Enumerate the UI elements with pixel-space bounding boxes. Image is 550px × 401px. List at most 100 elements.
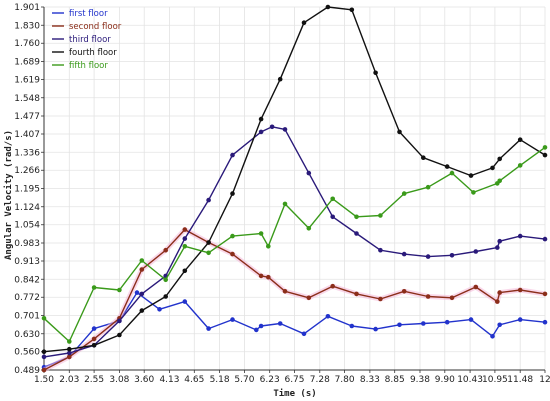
data-point-fifth-floor [425,184,431,190]
data-point-first-floor [325,314,331,319]
y-tick-label: 1.830 [14,21,40,31]
legend-item-second-floor: second floor [52,22,122,32]
data-point-second-floor [517,287,523,293]
data-point-third-floor [182,236,188,241]
data-point-first-floor [517,317,523,322]
data-point-second-floor [449,295,455,301]
data-point-second-floor [401,289,407,294]
data-point-second-floor [230,251,235,257]
data-point-third-floor [495,245,500,250]
data-point-second-floor [354,291,359,297]
data-point-second-floor [497,290,503,295]
data-point-second-floor [41,367,47,373]
data-point-second-floor [163,247,168,253]
data-point-fourth-floor [349,7,355,13]
x-tick-label: 1.50 [34,375,54,385]
data-point-fourth-floor [397,129,402,135]
series-line-fifth-floor [43,146,546,343]
data-point-first-floor [373,326,378,332]
data-point-third-floor [206,197,211,203]
data-point-first-floor [542,319,548,325]
data-point-third-floor [230,152,235,158]
data-point-fifth-floor [139,258,145,263]
data-point-fourth-floor [91,343,97,348]
y-tick-label: 1.548 [14,94,40,104]
data-point-fifth-floor [41,316,47,321]
data-point-third-floor [282,127,288,132]
data-point-fifth-floor [91,285,97,290]
data-point-fifth-floor [517,163,523,168]
y-tick-label: 1.266 [14,166,40,176]
x-tick-label: 4.65 [184,375,204,385]
data-point-third-floor [330,214,336,220]
data-point-fourth-floor [444,164,450,169]
series-fourth-floor [41,4,548,355]
series-second-floor [41,227,548,373]
data-point-fifth-floor [354,214,359,220]
data-point-first-floor [497,322,503,328]
data-point-third-floor [473,249,479,254]
data-point-fourth-floor [421,155,426,160]
data-point-third-floor [378,247,383,253]
data-point-fifth-floor [306,226,312,231]
data-point-fifth-floor [542,145,548,150]
x-tick-label: 5.70 [234,375,254,385]
axes-layer: 0.489 0.560 0.630 0.701 0.772 0.842 0.913 0.983… [14,3,550,385]
data-point-fifth-floor [258,231,264,236]
series-line-third-floor [43,126,546,358]
y-tick-label: 0.772 [14,293,40,303]
x-tick-label: 10.95 [482,375,508,385]
legend-label: first floor [69,9,108,19]
legend-label: second floor [69,22,122,32]
y-tick-label: 1.124 [14,203,40,213]
data-point-third-floor [67,350,72,356]
y-tick-label: 0.630 [14,330,40,340]
legend-item-third-floor: third floor [52,35,111,45]
data-point-fourth-floor [163,294,168,299]
y-tick-label: 1.689 [14,58,40,68]
y-tick-label: 1.195 [14,185,40,195]
data-point-third-floor [41,354,47,360]
data-point-fifth-floor [449,170,455,176]
series-fifth-floor [41,145,548,344]
data-point-fifth-floor [401,191,407,196]
data-point-second-floor [91,336,97,342]
data-point-third-floor [497,238,503,244]
x-tick-label: 9.38 [410,375,430,385]
data-point-third-floor [354,231,359,236]
data-point-fourth-floor [230,191,235,196]
y-tick-label: 0.489 [14,366,40,376]
x-tick-label: 8.85 [385,375,405,385]
data-point-third-floor [542,236,548,242]
data-point-fourth-floor [182,268,188,274]
data-point-fifth-floor [471,190,476,195]
data-point-first-floor [277,321,283,326]
x-tick-label: 2.03 [59,375,79,385]
data-point-third-floor [258,129,264,135]
data-point-fourth-floor [542,152,548,158]
data-point-third-floor [401,251,407,257]
x-tick-label: 3.08 [109,375,129,385]
data-point-third-floor [269,124,275,130]
y-tick-label: 1.760 [14,39,40,49]
x-tick-label: 6.75 [284,375,304,385]
series-line-second-floor [43,228,546,371]
data-point-first-floor [258,323,264,329]
legend: first floor second floor third floor fourth… [52,9,122,71]
data-point-first-floor [253,327,259,333]
data-point-fourth-floor [517,137,523,142]
x-tick-label: 9.90 [435,375,455,385]
series-first-floor [41,290,548,370]
legend-label: third floor [69,35,111,45]
data-point-fourth-floor [139,308,145,313]
data-point-first-floor [349,323,355,329]
y-tick-label: 1.901 [14,3,40,13]
data-point-second-floor [495,299,500,304]
data-point-first-floor [134,290,140,295]
data-point-fourth-floor [301,20,307,26]
legend-item-fourth-floor: fourth floor [52,48,117,58]
x-tick-label: 6.23 [260,375,280,385]
x-axis-title: Time (s) [273,388,316,399]
data-point-first-floor [230,317,235,322]
